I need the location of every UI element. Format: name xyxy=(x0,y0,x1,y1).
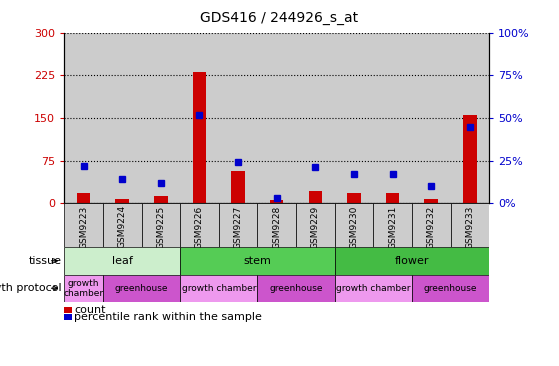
Text: growth chamber: growth chamber xyxy=(336,284,410,293)
Text: GSM9230: GSM9230 xyxy=(349,205,358,249)
Bar xyxy=(180,203,219,247)
Bar xyxy=(103,203,141,247)
Text: stem: stem xyxy=(244,256,271,266)
Text: GSM9226: GSM9226 xyxy=(195,205,204,249)
Bar xyxy=(296,203,335,247)
Bar xyxy=(141,33,180,203)
Bar xyxy=(154,196,168,203)
Text: tissue: tissue xyxy=(29,256,61,266)
Text: GSM9223: GSM9223 xyxy=(79,205,88,249)
Bar xyxy=(64,274,103,302)
Bar xyxy=(103,274,180,302)
Bar xyxy=(116,199,129,203)
Text: percentile rank within the sample: percentile rank within the sample xyxy=(74,312,262,322)
Bar xyxy=(373,33,412,203)
Bar xyxy=(270,200,283,203)
Bar xyxy=(412,274,489,302)
Bar xyxy=(64,247,180,274)
Bar xyxy=(64,203,103,247)
Text: greenhouse: greenhouse xyxy=(115,284,168,293)
Bar xyxy=(335,274,412,302)
Bar xyxy=(64,33,103,203)
Bar xyxy=(451,203,489,247)
Bar xyxy=(296,33,335,203)
Text: GSM9224: GSM9224 xyxy=(118,205,127,249)
Bar xyxy=(257,33,296,203)
Bar xyxy=(373,203,412,247)
Text: GSM9228: GSM9228 xyxy=(272,205,281,249)
Bar xyxy=(335,203,373,247)
Text: GSM9229: GSM9229 xyxy=(311,205,320,249)
Bar xyxy=(412,203,451,247)
Bar xyxy=(335,33,373,203)
Bar xyxy=(347,193,361,203)
Bar xyxy=(180,274,257,302)
Bar xyxy=(386,193,399,203)
Bar xyxy=(451,33,489,203)
Bar xyxy=(180,247,335,274)
Text: growth chamber: growth chamber xyxy=(182,284,256,293)
Text: flower: flower xyxy=(395,256,429,266)
Text: growth protocol: growth protocol xyxy=(0,283,61,293)
Text: GDS416 / 244926_s_at: GDS416 / 244926_s_at xyxy=(201,11,358,25)
Bar xyxy=(103,33,141,203)
Text: GSM9231: GSM9231 xyxy=(388,205,397,249)
Bar xyxy=(412,33,451,203)
Bar xyxy=(193,71,206,203)
Bar xyxy=(257,203,296,247)
Bar xyxy=(141,203,180,247)
Bar xyxy=(335,247,489,274)
Bar xyxy=(463,115,477,203)
Text: GSM9232: GSM9232 xyxy=(427,205,435,249)
Bar xyxy=(424,199,438,203)
Bar xyxy=(219,203,257,247)
Bar xyxy=(180,33,219,203)
Text: GSM9233: GSM9233 xyxy=(465,205,475,249)
Text: growth
chamber: growth chamber xyxy=(64,279,103,298)
Text: greenhouse: greenhouse xyxy=(424,284,477,293)
Text: count: count xyxy=(74,305,106,315)
Bar xyxy=(231,171,245,203)
Text: GSM9225: GSM9225 xyxy=(157,205,165,249)
Bar xyxy=(257,274,335,302)
Bar xyxy=(219,33,257,203)
Text: greenhouse: greenhouse xyxy=(269,284,323,293)
Bar xyxy=(77,193,91,203)
Text: leaf: leaf xyxy=(112,256,132,266)
Text: GSM9227: GSM9227 xyxy=(234,205,243,249)
Bar xyxy=(309,191,322,203)
